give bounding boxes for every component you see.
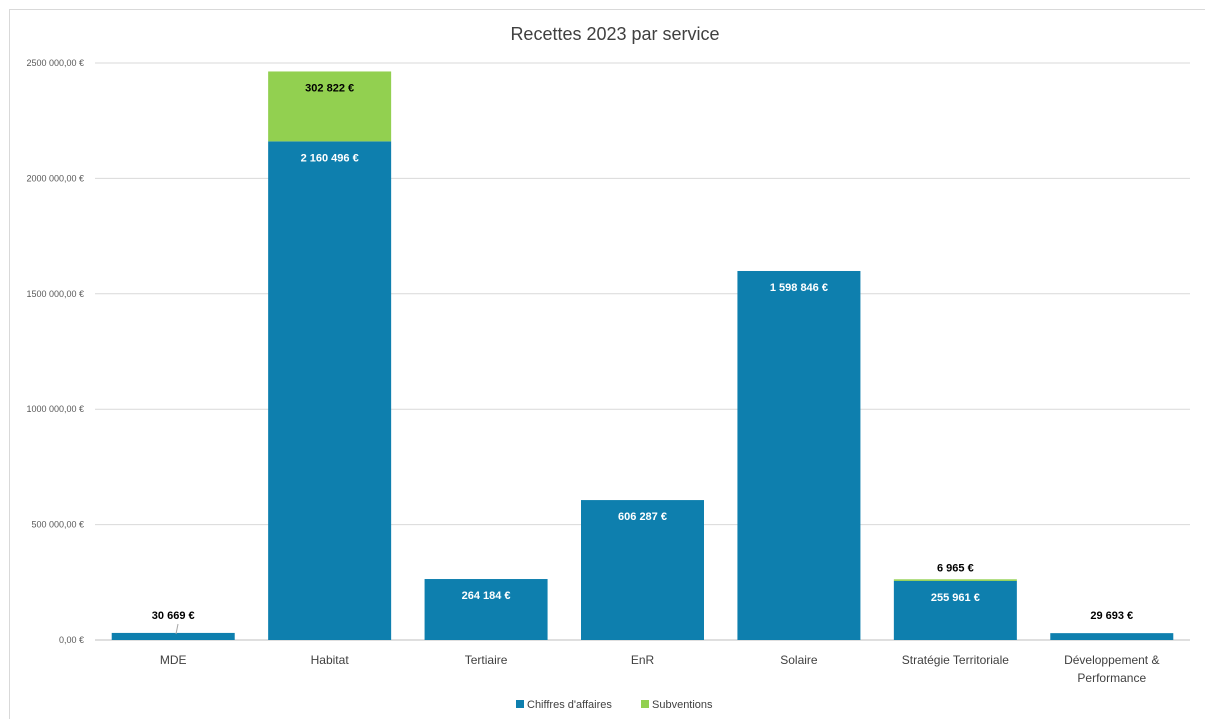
legend-label[interactable]: Subventions [652, 699, 713, 711]
bar-subventions [893, 579, 1017, 581]
x-tick-label: Solaire [780, 653, 818, 667]
x-tick-label: Développement & [1064, 653, 1159, 667]
x-tick-label: MDE [160, 653, 187, 667]
bar-chiffres-affaires [1050, 633, 1174, 640]
y-tick-label: 2500 000,00 € [26, 58, 84, 68]
x-tick-label: Tertiaire [465, 653, 508, 667]
y-tick-label: 0,00 € [59, 635, 84, 645]
data-label: 606 287 € [618, 511, 667, 523]
data-label: 6 965 € [937, 562, 974, 574]
y-tick-label: 500 000,00 € [31, 520, 84, 530]
chart-title: Recettes 2023 par service [510, 24, 719, 44]
bar-chiffres-affaires [581, 500, 704, 640]
bar-chiffres-affaires [893, 580, 1017, 640]
data-label: 264 184 € [462, 590, 511, 602]
bars [111, 71, 1174, 640]
bar-chiffres-affaires [424, 579, 548, 640]
data-label: 255 961 € [931, 592, 980, 604]
data-label: 302 822 € [305, 82, 354, 94]
x-axis-tick-labels: MDE Habitat Tertiaire EnR Solaire Stratégie T… [160, 653, 1160, 685]
legend[interactable]: Chiffres d'affaires Subventions [516, 699, 713, 711]
legend-swatch-1[interactable] [641, 700, 649, 708]
y-tick-label: 2000 000,00 € [26, 173, 84, 183]
data-label: 1 598 846 € [770, 282, 828, 294]
data-label: 29 693 € [1090, 610, 1133, 622]
legend-label[interactable]: Chiffres d'affaires [527, 699, 612, 711]
leader-line [175, 623, 179, 635]
bar-subventions [268, 71, 392, 142]
data-label: 2 160 496 € [301, 152, 359, 164]
bar-chiffres-affaires [111, 632, 235, 640]
x-tick-label: Performance [1077, 671, 1146, 685]
y-axis-tick-labels: 0,00 € 500 000,00 € 1000 000,00 € 1500 000,… [26, 58, 84, 645]
x-tick-label: EnR [631, 653, 655, 667]
y-tick-label: 1500 000,00 € [26, 289, 84, 299]
chart-frame [9, 9, 1205, 719]
bar-chiffres-affaires [268, 141, 392, 640]
y-tick-label: 1000 000,00 € [26, 404, 84, 414]
bar-chiffres-affaires [737, 270, 861, 640]
data-label: 30 669 € [152, 610, 195, 622]
legend-swatch-0[interactable] [516, 700, 524, 708]
x-tick-label: Habitat [311, 653, 350, 667]
data-labels: 30 669 € 2 160 496 € 302 822 € 264 184 € 606… [152, 82, 1133, 635]
x-tick-label: Stratégie Territoriale [902, 653, 1009, 667]
